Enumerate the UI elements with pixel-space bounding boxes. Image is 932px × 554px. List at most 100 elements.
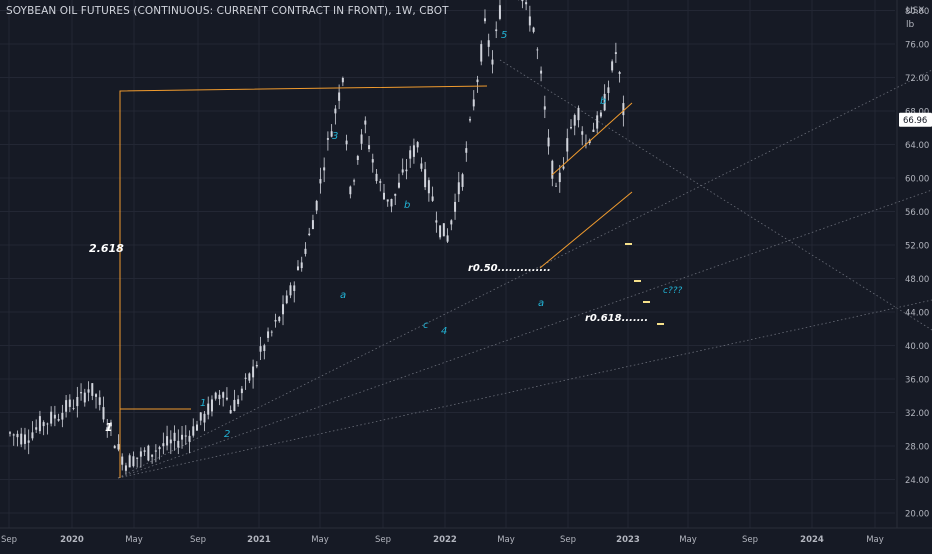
candle-body bbox=[439, 225, 442, 238]
candle-body bbox=[113, 445, 116, 449]
retracement-50-label: r0.50.............. bbox=[468, 263, 551, 274]
candle-body bbox=[390, 198, 393, 207]
candle-body bbox=[603, 93, 606, 111]
candle-body bbox=[315, 200, 318, 211]
last-price-tag bbox=[899, 112, 932, 127]
candle-body bbox=[555, 185, 558, 187]
candle-body bbox=[95, 394, 98, 397]
drawings-layer bbox=[119, 85, 664, 478]
candle-body bbox=[128, 455, 131, 468]
fan-line bbox=[499, 59, 932, 331]
candle-body bbox=[158, 447, 161, 450]
candle-body bbox=[308, 233, 311, 236]
wave-labels-layer: 2.618 r0.50.............. r0.618....... 1 1 2… bbox=[89, 30, 683, 440]
candle-body bbox=[349, 186, 352, 195]
candle-body bbox=[495, 29, 498, 32]
wave-1-white-label: 1 bbox=[105, 421, 113, 434]
x-tick-label: May bbox=[125, 535, 143, 545]
candle-body bbox=[341, 78, 344, 83]
candle-body bbox=[225, 397, 228, 400]
candle-body bbox=[72, 408, 75, 409]
candle-body bbox=[35, 427, 38, 430]
candle-body bbox=[622, 103, 625, 116]
candle-body bbox=[334, 108, 337, 114]
x-tick-label: 2024 bbox=[800, 535, 824, 545]
candle-body bbox=[409, 150, 412, 159]
x-tick-label: May bbox=[866, 535, 884, 545]
candle-body bbox=[360, 134, 363, 144]
x-tick-label: May bbox=[311, 535, 329, 545]
y-tick-label: 52.00 bbox=[905, 242, 929, 252]
candle-body bbox=[255, 364, 258, 367]
candle-body bbox=[356, 156, 359, 161]
candle-body bbox=[442, 223, 445, 237]
candle-body bbox=[566, 138, 569, 152]
candle-body bbox=[536, 49, 539, 51]
candle-body bbox=[540, 70, 543, 74]
unit-currency: USX bbox=[906, 6, 925, 16]
wave-c-label-2: c??? bbox=[663, 286, 683, 296]
candle-body bbox=[248, 373, 251, 381]
wave-b-label-1: b bbox=[404, 200, 410, 211]
candle-body bbox=[330, 131, 333, 137]
time-axis[interactable]: Sep 2020 May Sep 2021 May Sep 2022 May Sep 2023 May… bbox=[0, 527, 932, 545]
candle-body bbox=[117, 444, 120, 450]
y-tick-label: 56.00 bbox=[905, 208, 929, 218]
fib-extension-line bbox=[119, 85, 488, 478]
candle-body bbox=[480, 44, 483, 62]
candle-body bbox=[237, 399, 240, 405]
x-tick-label: Sep bbox=[560, 535, 576, 545]
candle-body bbox=[319, 179, 322, 184]
candle-body bbox=[124, 465, 127, 471]
candle-body bbox=[203, 413, 206, 423]
x-tick-label: May bbox=[679, 535, 697, 545]
candle-body bbox=[259, 346, 262, 352]
y-tick-label: 28.00 bbox=[905, 443, 929, 453]
candle-body bbox=[412, 145, 415, 157]
candle-body bbox=[222, 392, 225, 398]
wave-c-label-1: c bbox=[423, 320, 429, 331]
candle-body bbox=[375, 173, 378, 182]
candle-body bbox=[543, 106, 546, 110]
candle-body bbox=[263, 345, 266, 352]
candle-body bbox=[274, 319, 277, 322]
candle-body bbox=[300, 262, 303, 269]
candle-body bbox=[229, 410, 232, 414]
candle-body bbox=[454, 201, 457, 212]
candle-body bbox=[323, 167, 326, 171]
y-tick-label: 44.00 bbox=[905, 309, 929, 319]
wave-4-label: 4 bbox=[441, 326, 447, 337]
candle-body bbox=[109, 422, 112, 427]
candle-body bbox=[435, 220, 438, 223]
y-tick-label: 32.00 bbox=[905, 409, 929, 419]
candle-body bbox=[83, 392, 86, 403]
x-tick-label: 2022 bbox=[433, 535, 457, 545]
x-tick-label: Sep bbox=[375, 535, 391, 545]
candle-body bbox=[20, 433, 23, 445]
candle-body bbox=[450, 220, 453, 225]
candle-body bbox=[476, 79, 479, 83]
candle-body bbox=[338, 92, 341, 101]
candle-body bbox=[551, 160, 554, 179]
candle-body bbox=[61, 412, 64, 420]
candle-body bbox=[207, 403, 210, 415]
candle-body bbox=[521, 0, 524, 2]
candle-body bbox=[562, 166, 565, 169]
candle-body bbox=[154, 450, 157, 452]
y-tick-label: 76.00 bbox=[905, 41, 929, 51]
candle-body bbox=[383, 192, 385, 200]
candle-body bbox=[558, 172, 561, 183]
last-price-text: 66.96 bbox=[903, 116, 927, 126]
candle-body bbox=[285, 295, 288, 304]
channel-upper-line bbox=[551, 102, 633, 176]
candle-body bbox=[618, 72, 621, 74]
candle-body bbox=[611, 61, 614, 71]
price-axis[interactable]: 20.00 24.00 28.00 32.00 36.00 40.00 44.00 48.00… bbox=[896, 0, 932, 528]
candle-body bbox=[151, 454, 154, 457]
candle-body bbox=[528, 16, 531, 26]
fan-line bbox=[117, 299, 932, 479]
candle-body bbox=[446, 235, 449, 242]
candle-body bbox=[46, 423, 49, 425]
